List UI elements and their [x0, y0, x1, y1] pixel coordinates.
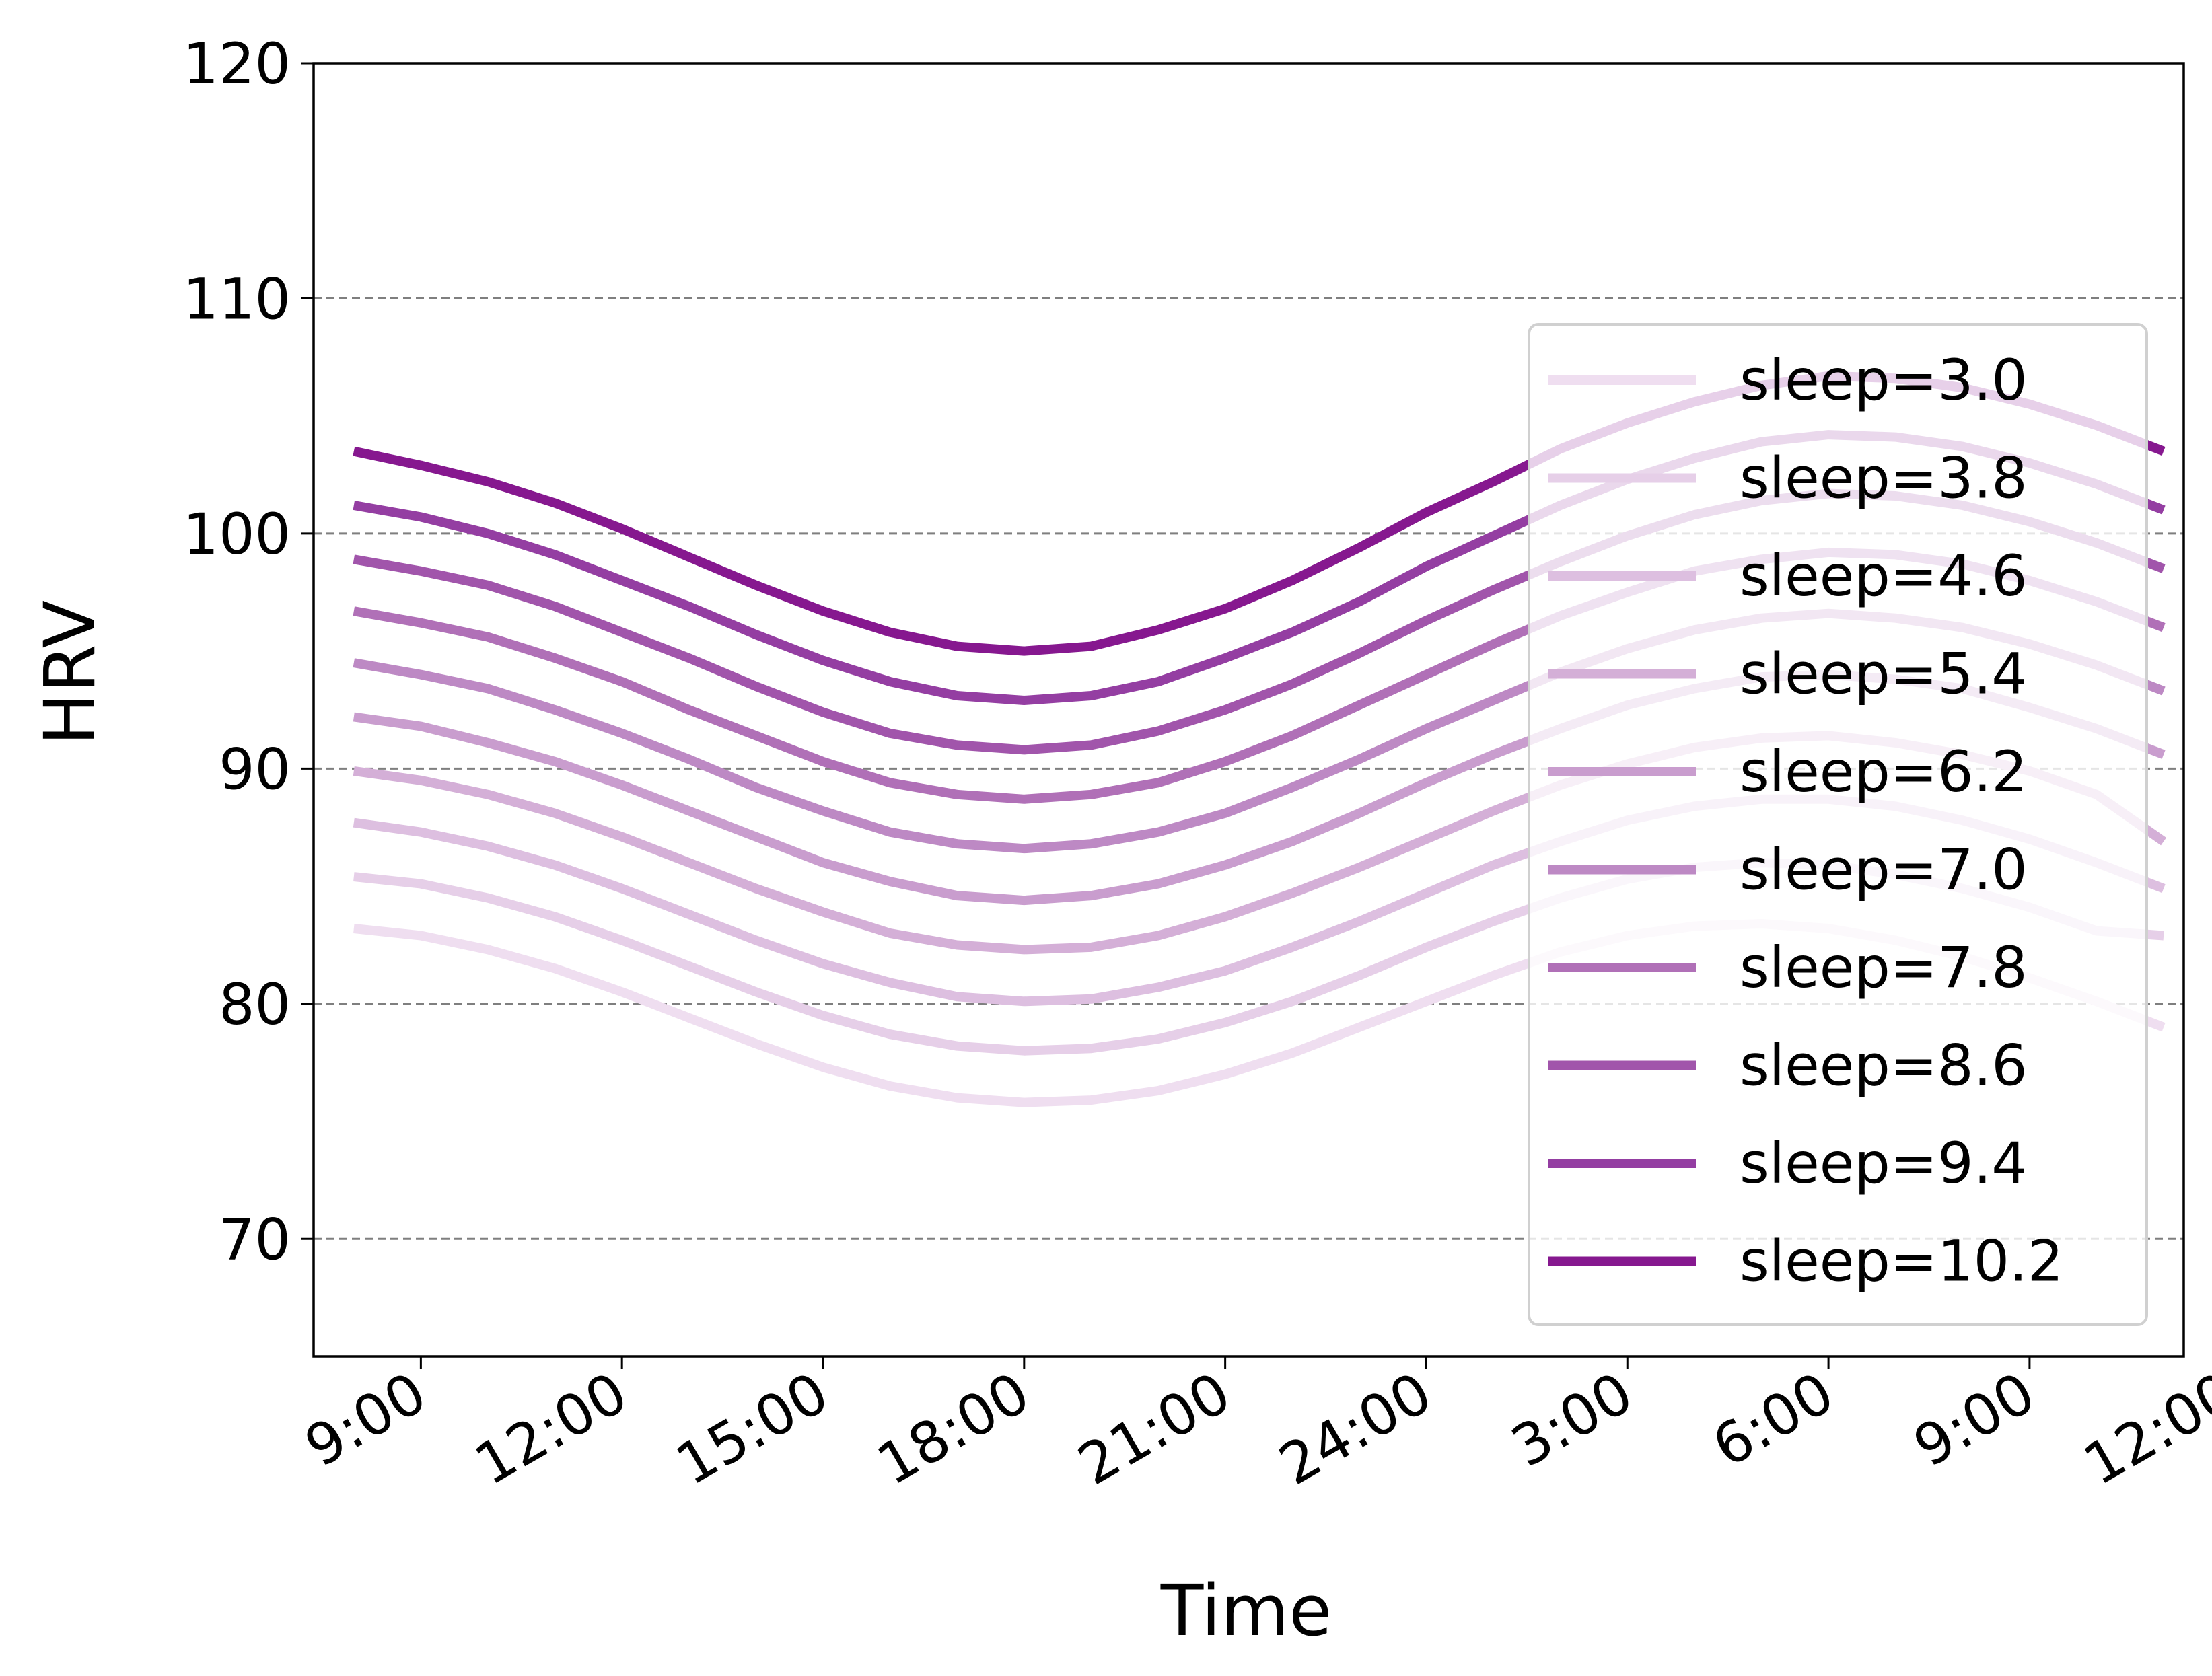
x-tick-label: 18:00 [866, 1359, 1040, 1498]
legend-label: sleep=7.8 [1740, 935, 2028, 1000]
legend-label: sleep=8.6 [1740, 1033, 2028, 1099]
x-tick-label: 21:00 [1067, 1359, 1242, 1498]
legend: sleep=3.0 sleep=3.8 sleep=4.6 sleep=5.4 slee… [1528, 323, 2148, 1326]
x-tick-label: 15:00 [665, 1359, 839, 1498]
y-tick-label: 70 [219, 1206, 291, 1272]
legend-label: sleep=3.0 [1740, 347, 2028, 413]
y-axis-label: HRV [29, 600, 111, 745]
legend-label: sleep=9.4 [1740, 1130, 2028, 1196]
y-tick-label: 90 [219, 736, 291, 802]
x-tick-label: 9:00 [1903, 1359, 2046, 1480]
legend-label: sleep=7.0 [1740, 837, 2028, 903]
x-axis-label: Time [1160, 1570, 1332, 1652]
y-tick-label: 120 [183, 31, 291, 97]
legend-label: sleep=10.2 [1740, 1229, 2063, 1295]
y-tick-label: 110 [183, 266, 291, 332]
x-tick-label: 12:00 [2073, 1359, 2212, 1498]
x-tick-label: 9:00 [294, 1359, 437, 1480]
x-tick-label: 12:00 [464, 1359, 639, 1498]
y-tick-label: 100 [183, 501, 291, 567]
legend-label: sleep=6.2 [1740, 739, 2028, 805]
x-tick-label: 24:00 [1269, 1359, 1443, 1498]
plot-frame [312, 62, 2185, 1358]
x-tick-label: 6:00 [1702, 1359, 1845, 1480]
y-tick-label: 80 [219, 972, 291, 1037]
legend-label: sleep=5.4 [1740, 641, 2028, 707]
x-tick-label: 3:00 [1501, 1359, 1643, 1480]
legend-label: sleep=3.8 [1740, 445, 2028, 511]
legend-label: sleep=4.6 [1740, 543, 2028, 609]
